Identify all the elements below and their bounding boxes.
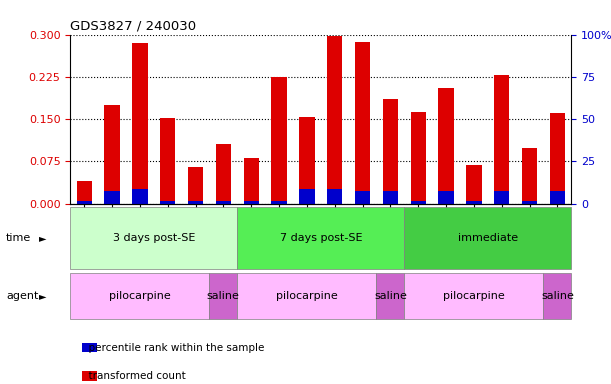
Bar [271, 201, 287, 204]
Bar [411, 201, 426, 204]
Text: 7 days post-SE: 7 days post-SE [279, 233, 362, 243]
Bar [404, 207, 571, 269]
Bar [550, 191, 565, 204]
Text: pilocarpine: pilocarpine [109, 291, 170, 301]
Bar [160, 118, 175, 204]
Bar [355, 42, 370, 204]
Bar [543, 273, 571, 319]
Bar [188, 167, 203, 204]
Bar [210, 273, 237, 319]
Text: pilocarpine: pilocarpine [443, 291, 505, 301]
Bar [104, 105, 120, 204]
Bar [76, 201, 92, 204]
Text: 3 days post-SE: 3 days post-SE [112, 233, 195, 243]
Bar [466, 201, 481, 204]
Bar [382, 191, 398, 204]
Bar [404, 273, 543, 319]
Text: ►: ► [39, 291, 46, 301]
Bar [104, 191, 120, 204]
Bar [132, 189, 147, 204]
Bar [466, 165, 481, 204]
Text: saline: saline [374, 291, 407, 301]
Bar [237, 273, 376, 319]
Bar [132, 43, 147, 204]
Bar [522, 148, 537, 204]
Text: ►: ► [39, 233, 46, 243]
Bar [376, 273, 404, 319]
Text: agent: agent [6, 291, 38, 301]
Text: GDS3827 / 240030: GDS3827 / 240030 [70, 19, 196, 32]
Bar [271, 77, 287, 204]
Bar [327, 36, 342, 204]
Bar [70, 273, 210, 319]
Bar [216, 144, 231, 204]
Bar [70, 207, 237, 269]
Text: saline: saline [207, 291, 240, 301]
Bar [244, 201, 259, 204]
Text: pilocarpine: pilocarpine [276, 291, 338, 301]
Bar [494, 75, 510, 204]
Bar [355, 191, 370, 204]
Bar [494, 191, 510, 204]
Bar [188, 201, 203, 204]
Bar [299, 118, 315, 204]
Bar [438, 88, 454, 204]
Bar [327, 189, 342, 204]
Bar [237, 207, 404, 269]
Text: time: time [6, 233, 31, 243]
Text: transformed count: transformed count [82, 371, 186, 381]
Bar [438, 191, 454, 204]
Bar [382, 99, 398, 204]
Bar [216, 201, 231, 204]
Bar [299, 189, 315, 204]
Bar [160, 201, 175, 204]
Bar [244, 159, 259, 204]
Text: saline: saline [541, 291, 574, 301]
Text: immediate: immediate [458, 233, 518, 243]
Bar [550, 113, 565, 204]
Text: percentile rank within the sample: percentile rank within the sample [82, 343, 265, 353]
Bar [76, 181, 92, 204]
Bar [411, 112, 426, 204]
Bar [522, 201, 537, 204]
